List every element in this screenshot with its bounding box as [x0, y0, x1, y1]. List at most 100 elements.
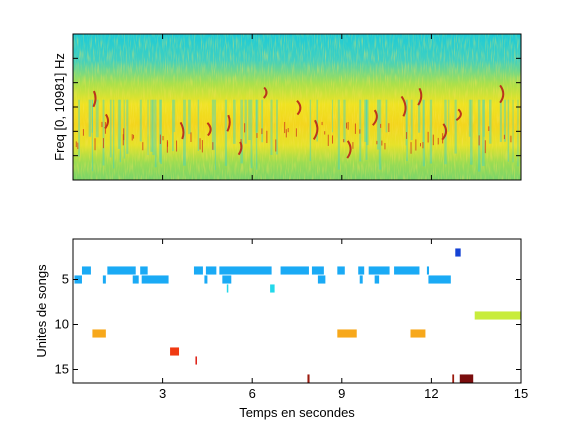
unit-segment — [140, 266, 148, 275]
y-axis-label: Unites de songs — [34, 264, 49, 358]
unit-segment — [452, 374, 455, 383]
unit-segment — [337, 329, 357, 338]
y-tick-label: 15 — [55, 362, 69, 377]
spectrogram-peak — [122, 134, 124, 146]
spectrogram-streak — [91, 99, 94, 172]
spectrogram-peak — [400, 95, 407, 117]
unit-segment — [374, 275, 380, 284]
spectrogram-streak — [429, 99, 433, 164]
spectrogram-peak — [75, 141, 77, 148]
unit-segment — [474, 311, 521, 320]
unit-segment — [219, 266, 272, 275]
spectrogram-peak — [201, 140, 203, 153]
spectrogram-peak — [442, 133, 444, 144]
spectrogram-peak — [133, 134, 135, 139]
spectrogram-peak — [240, 139, 242, 146]
spectrogram-streak — [276, 99, 278, 155]
spectrogram-peak — [266, 130, 268, 144]
spectrogram-streak — [255, 99, 259, 133]
x-tick-label: 6 — [249, 386, 256, 401]
unit-segment — [170, 347, 180, 356]
x-axis-label: Temps en secondes — [239, 405, 355, 420]
spectrogram-peak — [284, 121, 286, 134]
spectrogram-streak — [244, 99, 247, 144]
spectrogram-streak — [422, 99, 424, 143]
spectrogram-streak — [224, 99, 228, 166]
spectrogram-peak — [441, 123, 448, 141]
spectrogram-peak — [354, 123, 356, 134]
spectrogram-y-axis-label: Freq [0, 10981] Hz — [52, 53, 67, 161]
spectrogram-peak — [190, 132, 192, 142]
spectrogram-peak — [312, 119, 319, 141]
spectrogram-peak — [131, 134, 133, 141]
spectrogram-peak — [176, 140, 178, 152]
spectrogram-streak — [173, 99, 176, 133]
spectrogram-streak — [448, 99, 450, 132]
unit-segment — [455, 248, 461, 257]
spectrogram-streak — [517, 99, 519, 167]
y-tick-label: 10 — [55, 317, 69, 332]
spectrogram-streak — [309, 99, 312, 162]
spectrogram-peak — [427, 131, 429, 143]
unit-segment — [410, 329, 426, 338]
spectrogram-streak — [197, 99, 200, 151]
spectrogram-streak — [152, 99, 155, 156]
spectrogram-peak — [104, 122, 106, 134]
spectrogram-peak — [102, 138, 104, 149]
unit-segment — [368, 266, 390, 275]
spectrogram-peak — [324, 131, 326, 135]
spectrogram-streak — [113, 99, 115, 169]
spectrogram-peak — [410, 142, 412, 154]
unit-segment — [132, 275, 139, 284]
unit-segment — [193, 266, 203, 275]
spectrogram-streak — [139, 99, 142, 142]
spectrogram-peak — [261, 128, 263, 135]
spectrogram-peak — [343, 139, 345, 143]
spectrogram-peak — [417, 87, 423, 106]
spectrogram-streak — [343, 99, 346, 143]
unit-segment — [222, 275, 232, 284]
spectrogram-peak — [478, 135, 480, 146]
spectrogram-peak — [381, 140, 383, 146]
spectrogram-streak — [250, 99, 253, 169]
spectrogram-streak — [147, 99, 149, 156]
spectrogram-panel: Freq [0, 10981] Hz — [52, 33, 522, 181]
spectrogram-streak — [102, 99, 105, 166]
spectrogram-peak — [422, 142, 424, 149]
spectrogram-peak — [256, 133, 258, 138]
units-plot-area — [73, 239, 521, 383]
spectrogram-streak — [95, 99, 99, 138]
spectrogram-peak — [327, 134, 329, 146]
unit-segment — [394, 266, 420, 275]
spectrogram-streak — [240, 99, 243, 164]
spectrogram-peak — [503, 134, 505, 140]
spectrogram-peak — [295, 128, 297, 137]
spectrogram-streak — [248, 99, 251, 140]
unit-segment — [204, 275, 208, 284]
spectrogram-streak — [405, 99, 407, 146]
unit-segment — [81, 266, 91, 275]
spectrogram-streak — [91, 99, 94, 133]
spectrogram-peak — [388, 123, 390, 133]
spectrogram-streak — [117, 99, 121, 149]
unit-segment — [270, 284, 275, 293]
spectrogram-streak — [376, 99, 380, 150]
spectrogram-peak — [510, 135, 512, 143]
unit-segment — [358, 266, 365, 275]
spectrogram-peak — [77, 142, 79, 150]
spectrogram-streak — [232, 99, 236, 144]
spectrogram-streak — [468, 99, 471, 137]
unit-segment — [307, 374, 310, 383]
spectrogram-streak — [483, 99, 485, 137]
spectrogram-streak — [214, 99, 216, 170]
spectrogram-peak — [296, 100, 302, 116]
spectrogram-streak — [211, 99, 215, 151]
units-ticks: 3 6 9 12 15 5 10 15 — [55, 239, 528, 401]
unit-segment — [280, 266, 309, 275]
spectrogram-streak — [365, 99, 368, 160]
unit-segment — [102, 275, 106, 284]
spectrogram-peak — [419, 143, 421, 147]
spectrogram-peak — [262, 86, 268, 99]
song-units-panel: 3 6 9 12 15 5 10 15 Temps en secondes Unites de… — [34, 238, 528, 420]
